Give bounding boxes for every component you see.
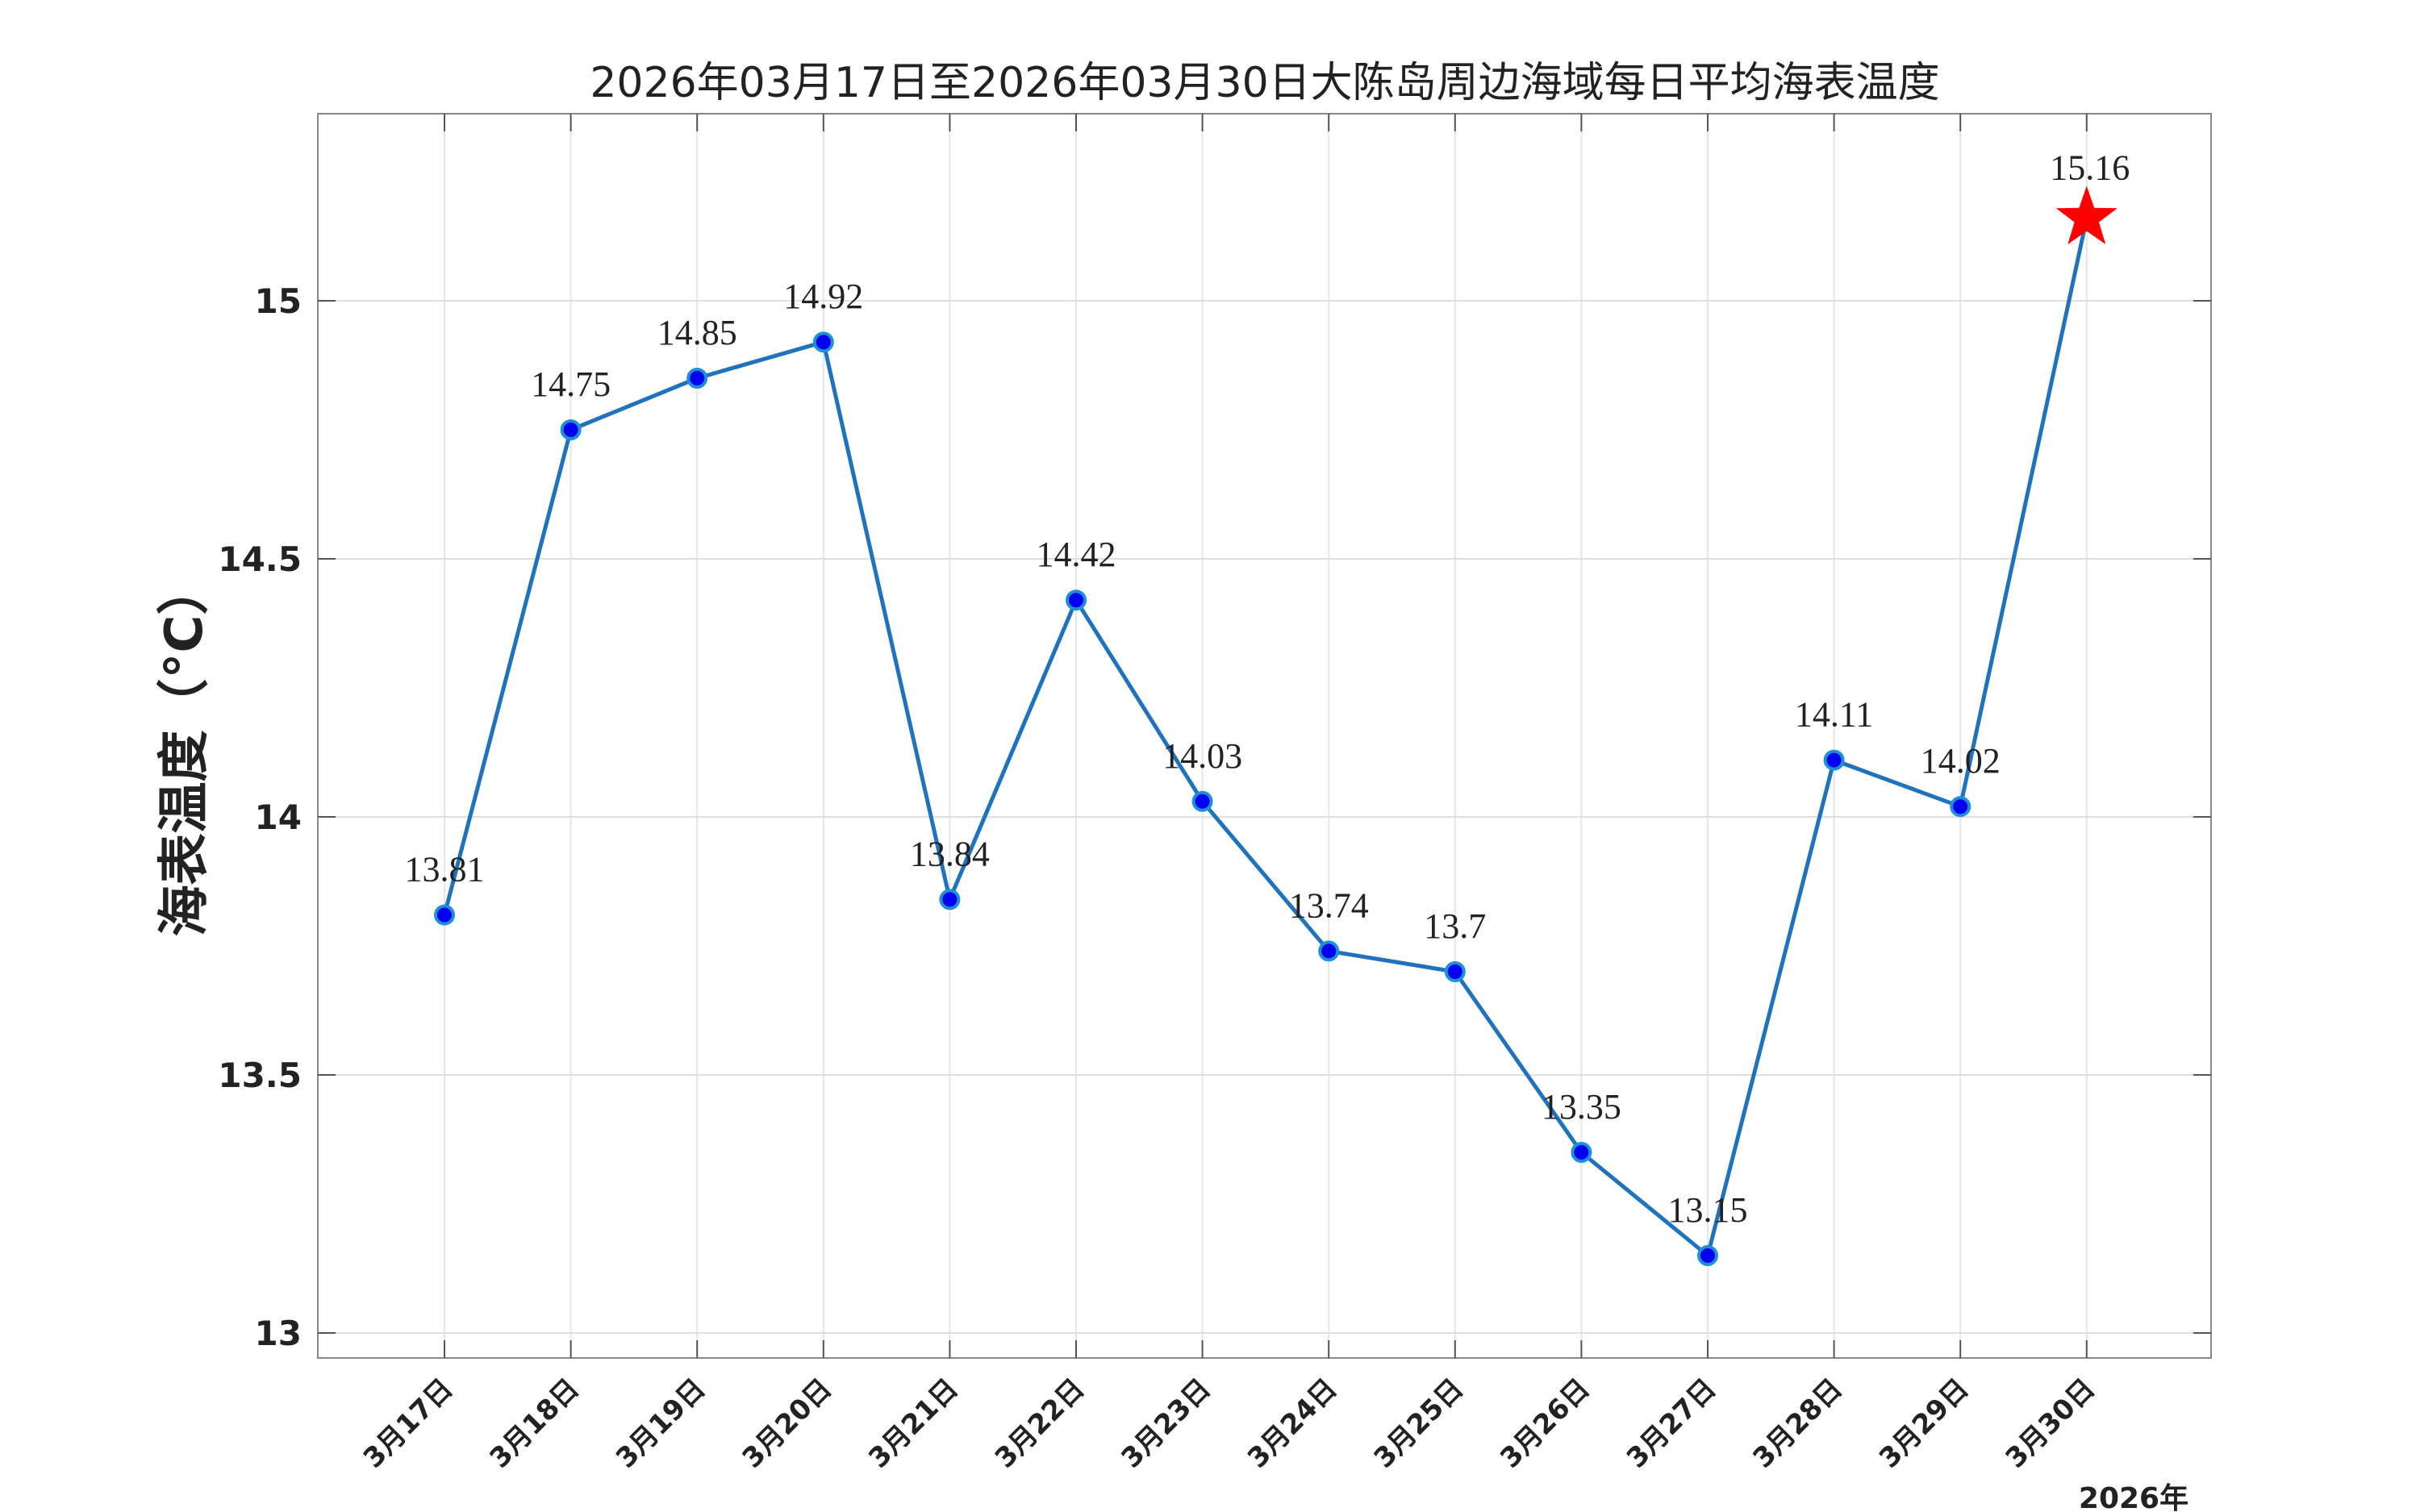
data-point [1571,1142,1592,1163]
data-point [1950,796,1971,818]
y-tick-label: 13.5 [218,1056,302,1095]
y-axis: 13 13.5 14 14.5 15 [218,281,2211,1353]
data-label: 13.74 [1289,885,1369,925]
data-label: 13.84 [910,834,990,873]
data-label: 14.75 [531,364,611,404]
data-point [434,904,455,926]
data-point [812,331,834,353]
data-label: 13.7 [1424,906,1486,946]
data-label: 14.92 [783,277,863,316]
data-label: 14.85 [657,313,737,352]
data-label: 14.02 [1921,741,2001,781]
x-tick-label: 3月25日 [1368,1372,1471,1475]
data-point [1318,940,1340,962]
y-tick-label: 13 [255,1314,302,1353]
highlight-star-marker [2055,185,2118,244]
x-tick-label: 3月27日 [1621,1372,1723,1475]
x-tick-label: 3月21日 [862,1372,965,1475]
data-label: 14.03 [1162,736,1242,776]
y-tick-label: 14.5 [218,539,302,579]
data-point [686,368,708,389]
y-axis-label: 海表温度（°C） [155,564,215,937]
data-point [1191,790,1213,812]
data-label: 14.11 [1795,695,1873,735]
data-point [560,419,582,440]
data-label: 13.35 [1542,1087,1621,1127]
x-tick-label: 3月22日 [989,1372,1091,1475]
x-tick-label: 3月18日 [483,1372,586,1475]
data-point [939,889,961,910]
data-point [1697,1245,1718,1266]
x-tick-label: 3月19日 [610,1372,712,1475]
x-tick-label: 3月24日 [1241,1372,1344,1475]
x-tick-label: 3月26日 [1494,1372,1596,1475]
y-tick-label: 15 [255,281,302,321]
series-line [442,218,2089,1258]
x-tick-label: 3月17日 [357,1372,460,1475]
data-point [1066,589,1087,611]
grid [318,114,2211,1358]
x-axis: 3月17日 3月18日 3月19日 3月20日 3月21日 3月22日 3月23日 3月24日… [357,114,2101,1475]
chart-title: 2026年03月17日至2026年03月30日大陈岛周边海域每日平均海表温度 [590,59,1939,107]
data-point [1823,749,1845,771]
series-sst: 13.81 14.75 14.85 14.92 13.84 14.42 14.03 13.74… [405,148,2130,1266]
x-tick-label: 3月29日 [1873,1372,1976,1475]
data-label: 13.81 [405,850,485,889]
y-tick-label: 14 [255,798,302,837]
x-axis-year-label: 2026年 [2079,1482,2188,1512]
data-label: 13.15 [1668,1190,1748,1230]
x-tick-label: 3月30日 [2000,1372,2102,1475]
axes-box [317,113,2212,1359]
data-label: 15.16 [2050,148,2130,188]
x-tick-label: 3月20日 [736,1372,839,1475]
data-point [1444,961,1466,982]
x-tick-label: 3月23日 [1115,1372,1217,1475]
x-tick-label: 3月28日 [1746,1372,1849,1475]
data-label: 14.42 [1037,535,1116,574]
